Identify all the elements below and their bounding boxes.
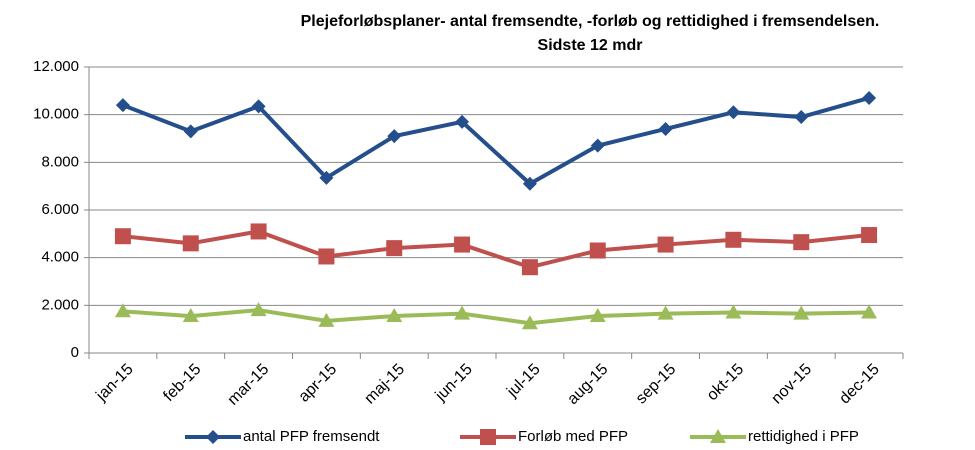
legend-label: antal PFP fremsendt (243, 428, 380, 445)
x-tick-label: maj-15 (361, 361, 408, 408)
series-line (122, 308, 870, 326)
marker (725, 231, 742, 248)
marker (658, 121, 673, 136)
marker (793, 305, 810, 320)
y-tick-label: 10.000 (33, 106, 79, 123)
marker (589, 242, 606, 259)
marker (250, 302, 267, 317)
marker (521, 315, 538, 330)
y-tick-label: 0 (71, 344, 79, 361)
marker (319, 170, 334, 185)
marker (318, 248, 335, 265)
x-tick-label: nov-15 (768, 361, 815, 408)
x-tick-label: mar-15 (225, 361, 273, 409)
marker (710, 429, 726, 443)
y-tick-label: 6.000 (41, 201, 79, 218)
x-tick-label: sep-15 (633, 361, 680, 408)
marker (454, 236, 471, 253)
marker (115, 98, 130, 113)
legend-label: rettidighed i PFP (748, 428, 859, 445)
marker (455, 114, 470, 129)
marker (182, 235, 199, 252)
chart-title: Sidste 12 mdr (538, 37, 643, 54)
x-tick-label: jul-15 (503, 361, 543, 401)
marker (726, 105, 741, 120)
marker (182, 308, 199, 323)
marker (386, 240, 403, 257)
marker (657, 305, 674, 320)
marker (206, 430, 220, 444)
marker (657, 236, 674, 253)
marker (589, 308, 606, 323)
marker (522, 176, 537, 191)
marker (114, 303, 131, 318)
marker (862, 90, 877, 105)
y-tick-label: 4.000 (41, 249, 79, 266)
x-tick-label: apr-15 (296, 361, 341, 406)
marker (794, 110, 809, 125)
marker (590, 138, 605, 153)
y-tick-label: 12.000 (33, 58, 79, 75)
x-tick-label: dec-15 (836, 361, 883, 408)
marker (861, 227, 878, 244)
marker (521, 259, 538, 276)
marker (480, 429, 496, 445)
y-tick-label: 2.000 (41, 296, 79, 313)
x-tick-label: okt-15 (704, 361, 748, 405)
series-line (122, 96, 870, 187)
marker (318, 312, 335, 327)
marker (454, 305, 471, 320)
marker (251, 99, 266, 114)
x-tick-label: jan-15 (93, 361, 137, 405)
x-tick-label: jun-15 (432, 361, 476, 405)
x-tick-label: aug-15 (564, 361, 611, 408)
x-tick-label: feb-15 (160, 361, 204, 405)
y-tick-label: 8.000 (41, 153, 79, 170)
chart-title: Plejeforløbsplaner- antal fremsendte, -f… (301, 13, 880, 30)
marker (183, 124, 198, 139)
marker (114, 228, 131, 245)
marker (387, 129, 402, 144)
marker (250, 223, 267, 240)
marker (386, 308, 403, 323)
marker (861, 304, 878, 319)
marker (793, 234, 810, 251)
marker (725, 304, 742, 319)
series-line (122, 229, 870, 270)
legend-label: Forløb med PFP (518, 428, 628, 445)
